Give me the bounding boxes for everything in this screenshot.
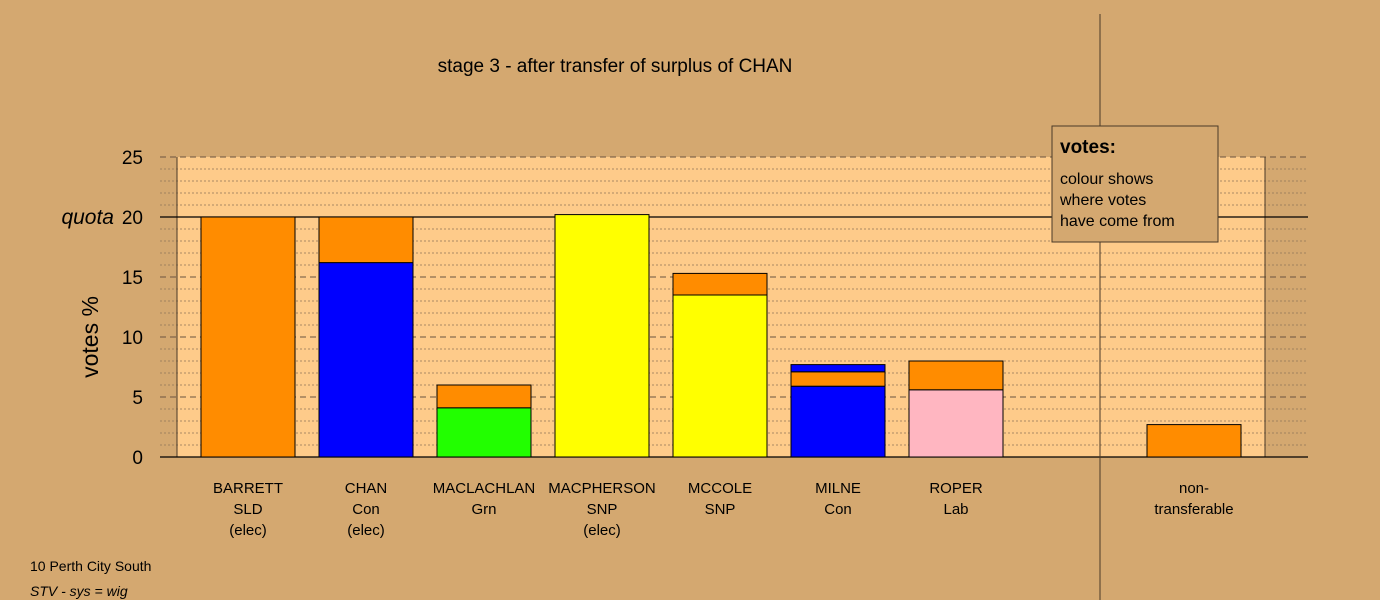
bar-mccole — [672, 272, 768, 458]
candidate-status: (elec) — [229, 522, 267, 539]
candidate-party: SNP — [705, 501, 736, 518]
bar-barrett — [200, 216, 296, 458]
nontransferable-label: non- transferable — [1154, 480, 1233, 518]
constituency-label: 10 Perth City South — [30, 558, 151, 574]
chart-title: stage 3 - after transfer of surplus of C… — [438, 56, 793, 77]
candidate-status: (elec) — [583, 522, 621, 539]
candidate-name: MILNE — [815, 480, 861, 497]
bar-segment — [908, 360, 1004, 391]
candidate-party: SLD — [233, 501, 262, 518]
bar-segment — [790, 385, 886, 458]
nontransferable-label-line1: non- — [1179, 480, 1209, 497]
candidate-status: (elec) — [347, 522, 385, 539]
bar-segment — [436, 407, 532, 458]
candidate-party: Con — [352, 501, 380, 518]
y-tick-label: 5 — [132, 388, 143, 409]
category-labels: BARRETT SLD (elec) CHAN Con (elec) MACLACHLAN G… — [213, 480, 983, 539]
candidate-name: ROPER — [929, 480, 983, 497]
bar-segment — [672, 294, 768, 458]
candidate-party: SNP — [587, 501, 618, 518]
y-tick-label: 10 — [122, 328, 143, 349]
nontransferable-label-line2: transferable — [1154, 501, 1233, 518]
candidate-name: MACLACHLAN — [433, 480, 536, 497]
bar-segment — [554, 214, 650, 458]
bar-chan — [318, 216, 414, 458]
bar-segment — [908, 389, 1004, 458]
bar-segment — [436, 384, 532, 409]
legend-title: votes: — [1060, 137, 1116, 158]
bar-maclachlan — [436, 384, 532, 458]
y-tick-label: 25 — [122, 148, 143, 169]
bar-segment — [318, 216, 414, 264]
candidate-name: MCCOLE — [688, 480, 752, 497]
bar-nontransferable — [1146, 424, 1242, 458]
bar-segment — [318, 262, 414, 458]
bar-segment — [790, 364, 886, 373]
quota-label: quota — [61, 206, 114, 229]
bar-segment — [790, 371, 886, 387]
bar-segment — [672, 272, 768, 296]
candidate-name: MACPHERSON — [548, 480, 656, 497]
y-tick-label: 20 — [122, 208, 143, 229]
y-tick-label: 15 — [122, 268, 143, 289]
y-axis-label: votes % — [77, 296, 103, 378]
system-label: STV - sys = wig — [30, 583, 128, 599]
legend-box — [1051, 125, 1219, 243]
legend-line-2: where votes — [1059, 192, 1146, 209]
legend-line-1: colour shows — [1060, 171, 1153, 188]
legend: votes: colour shows where votes have com… — [1051, 125, 1219, 243]
legend-line-3: have come from — [1060, 213, 1175, 230]
y-tick-label: 0 — [132, 448, 143, 469]
bar-segment — [200, 216, 296, 458]
candidate-party: Grn — [471, 501, 496, 518]
bar-roper — [908, 360, 1004, 458]
bar-macpherson — [554, 214, 650, 458]
bars — [200, 214, 1242, 458]
candidate-name: CHAN — [345, 480, 388, 497]
bar-segment — [1146, 424, 1242, 458]
candidate-name: BARRETT — [213, 480, 283, 497]
y-axis-ticks: 0 5 10 15 20 25 — [122, 148, 143, 469]
candidate-party: Lab — [943, 501, 968, 518]
candidate-party: Con — [824, 501, 852, 518]
bar-milne — [790, 364, 886, 458]
